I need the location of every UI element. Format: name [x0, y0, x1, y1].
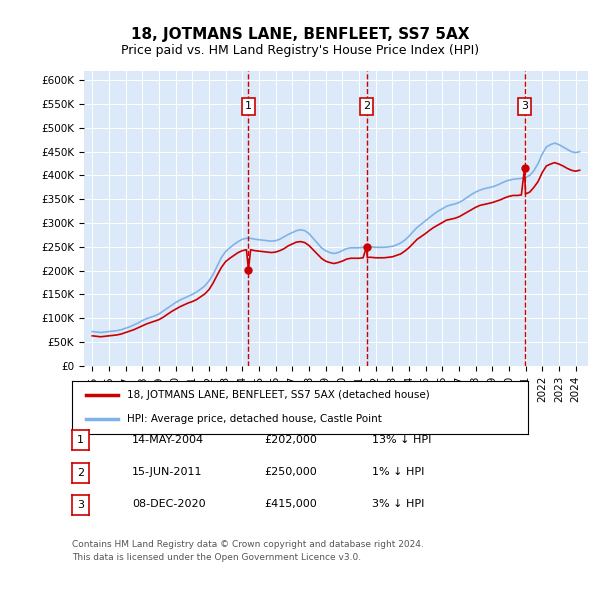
Text: 3: 3	[521, 101, 528, 111]
Text: £250,000: £250,000	[264, 467, 317, 477]
Text: 3: 3	[77, 500, 84, 510]
Text: 18, JOTMANS LANE, BENFLEET, SS7 5AX (detached house): 18, JOTMANS LANE, BENFLEET, SS7 5AX (det…	[127, 391, 430, 401]
Text: 14-MAY-2004: 14-MAY-2004	[132, 435, 204, 444]
Text: 2: 2	[363, 101, 370, 111]
Text: 15-JUN-2011: 15-JUN-2011	[132, 467, 203, 477]
Text: 08-DEC-2020: 08-DEC-2020	[132, 500, 206, 509]
Text: 18, JOTMANS LANE, BENFLEET, SS7 5AX: 18, JOTMANS LANE, BENFLEET, SS7 5AX	[131, 27, 469, 41]
Text: HPI: Average price, detached house, Castle Point: HPI: Average price, detached house, Cast…	[127, 414, 382, 424]
Text: This data is licensed under the Open Government Licence v3.0.: This data is licensed under the Open Gov…	[72, 553, 361, 562]
Text: 1% ↓ HPI: 1% ↓ HPI	[372, 467, 424, 477]
Text: £415,000: £415,000	[264, 500, 317, 509]
Text: 3% ↓ HPI: 3% ↓ HPI	[372, 500, 424, 509]
Text: Contains HM Land Registry data © Crown copyright and database right 2024.: Contains HM Land Registry data © Crown c…	[72, 540, 424, 549]
Text: 2: 2	[77, 468, 84, 477]
Text: 1: 1	[245, 101, 252, 111]
Text: Price paid vs. HM Land Registry's House Price Index (HPI): Price paid vs. HM Land Registry's House …	[121, 44, 479, 57]
Text: 13% ↓ HPI: 13% ↓ HPI	[372, 435, 431, 444]
Text: 1: 1	[77, 435, 84, 445]
Text: £202,000: £202,000	[264, 435, 317, 444]
